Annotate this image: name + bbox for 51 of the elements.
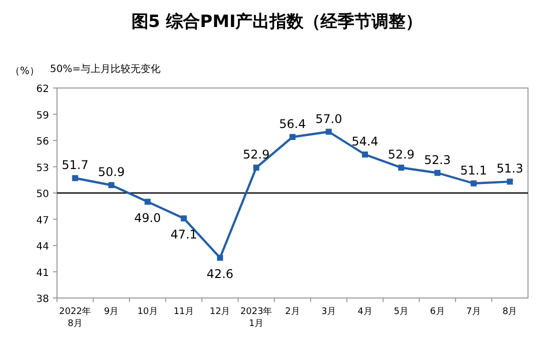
point <box>326 128 332 135</box>
data-label: 56.4 <box>279 117 306 131</box>
point <box>470 180 477 186</box>
y-tick-label: 53 <box>36 162 49 174</box>
x-tick-label: 11月 <box>174 307 194 317</box>
data-label: 51.1 <box>460 163 488 178</box>
data-label: 52.3 <box>424 152 451 167</box>
y-axis-title: （%） <box>10 66 40 77</box>
data-label: 49.0 <box>134 210 161 225</box>
point <box>108 182 114 188</box>
x-tick-label: 6月 <box>430 307 445 317</box>
data-label: 42.6 <box>206 266 234 281</box>
point <box>398 164 404 171</box>
data-label: 47.1 <box>170 227 198 242</box>
y-tick-label: 38 <box>36 294 49 305</box>
x-tick-label: 7月 <box>466 307 482 317</box>
point <box>290 134 296 140</box>
x-tick-label: 12月 <box>210 307 230 317</box>
text: 50%=与上月比较无变化 <box>50 63 161 75</box>
x-tick-label: 4月 <box>358 307 372 317</box>
point <box>72 175 78 182</box>
data-label: 57.0 <box>315 112 342 126</box>
point <box>434 170 440 176</box>
y-tick-label: 62 <box>36 84 49 95</box>
point <box>253 164 260 171</box>
x-tick-label: 9月 <box>104 307 119 317</box>
point <box>144 198 151 205</box>
data-label: 50.9 <box>98 165 125 180</box>
y-tick-label: 47 <box>36 215 49 226</box>
y-tick-label: 56 <box>36 136 49 148</box>
y-tick-label: 50 <box>36 189 49 200</box>
data-label: 51.3 <box>496 162 524 176</box>
point <box>362 152 368 158</box>
point <box>180 215 187 222</box>
data-label: 52.9 <box>388 148 415 162</box>
point <box>217 254 224 261</box>
point <box>506 178 513 185</box>
y-tick-label: 41 <box>36 268 49 279</box>
data-label: 54.4 <box>352 134 378 148</box>
x-tick-label: 5月 <box>394 307 409 317</box>
x-tick-label: 8月 <box>502 307 518 317</box>
x-tick-label: 2023年1月 <box>240 306 272 329</box>
data-label: 51.7 <box>62 158 88 172</box>
y-tick-label: 59 <box>36 110 49 122</box>
x-tick-label: 3月 <box>321 307 336 317</box>
y-tick-label: 44 <box>36 242 49 252</box>
x-tick-label: 2月 <box>285 307 300 317</box>
chart-title: 图5 综合PMI产出指数（经季节调整） <box>131 12 423 32</box>
data-label: 52.9 <box>242 148 270 162</box>
x-tick-label: 10月 <box>137 307 158 317</box>
x-tick-label: 2022年8月 <box>59 306 92 329</box>
